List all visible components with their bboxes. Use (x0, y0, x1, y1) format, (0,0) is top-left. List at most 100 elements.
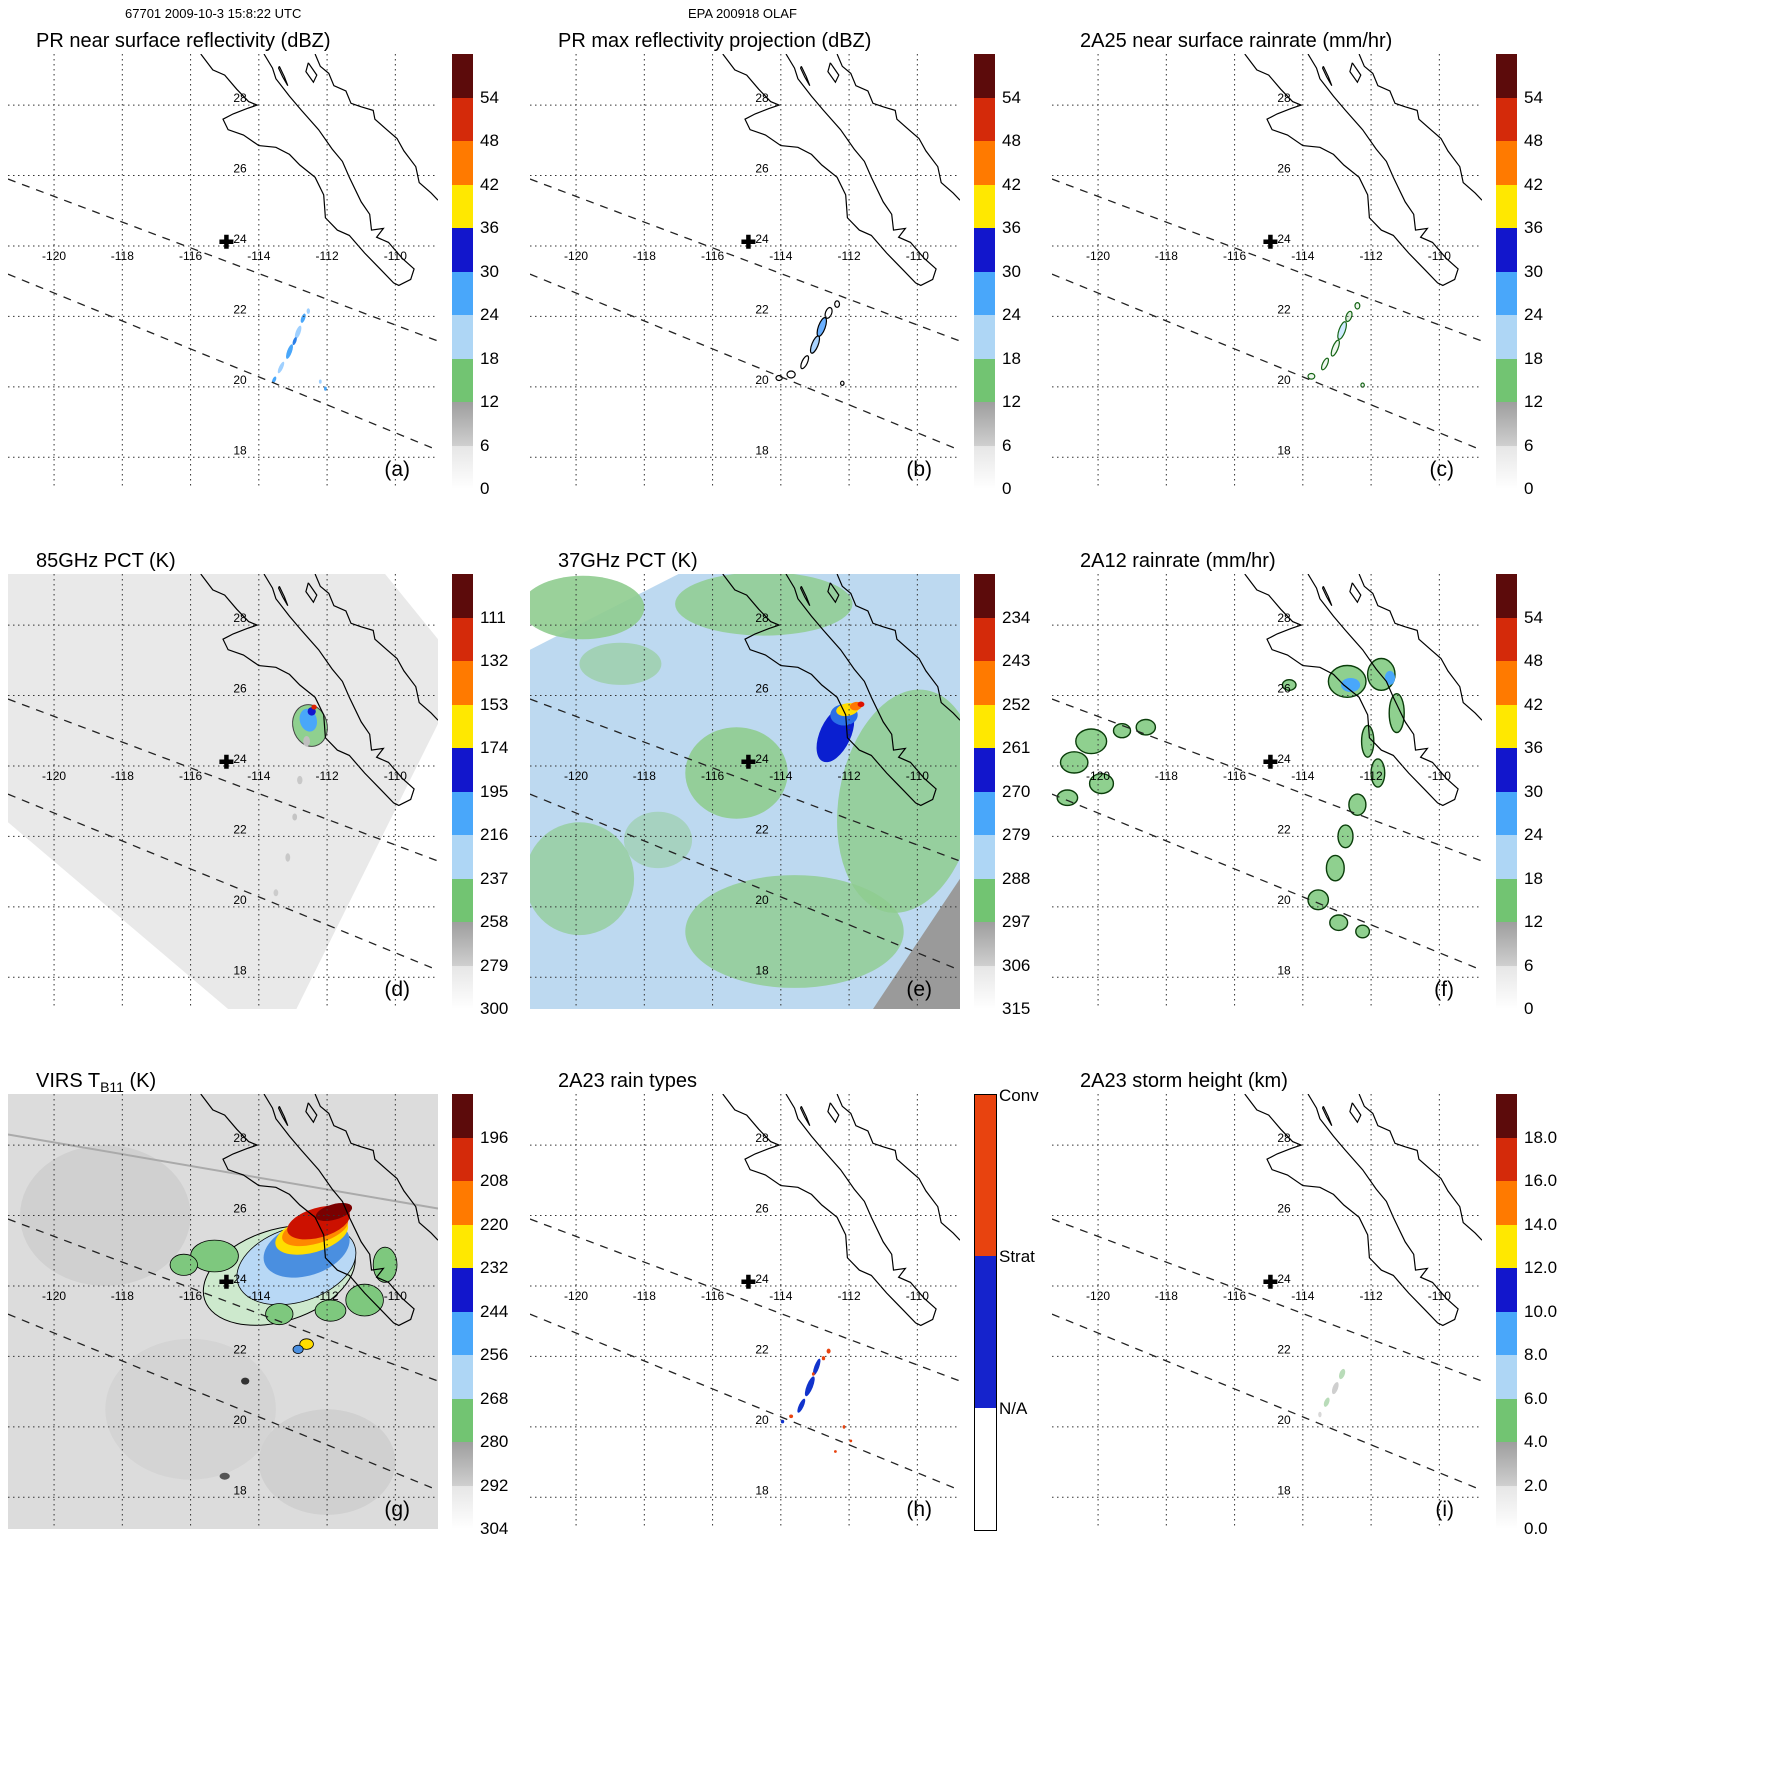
data-feature (1337, 321, 1347, 340)
data-feature (1320, 357, 1330, 371)
lat-label: 26 (755, 1202, 769, 1216)
colorbar-segment (974, 402, 995, 446)
colorbar-tick-label: 4.0 (1524, 1432, 1548, 1451)
panel-letter: (a) (384, 458, 410, 481)
colorbar-segment (452, 1485, 473, 1529)
colorbar-segment (452, 965, 473, 1009)
lon-label: -112 (316, 769, 339, 783)
data-feature (1323, 1397, 1330, 1407)
lon-label: -116 (1223, 769, 1246, 783)
lon-label: -112 (316, 1289, 339, 1303)
colorbar-tick-label: 279 (1002, 825, 1031, 844)
lat-label: 18 (755, 443, 769, 457)
panel-c: 2A25 near surface rainrate (mm/hr) 28 26 2… (1052, 18, 1574, 538)
colorbar-segment (1496, 54, 1517, 98)
data-feature (1325, 854, 1345, 882)
colorbar-tick-label: 256 (480, 1345, 509, 1364)
lat-label: 22 (233, 1342, 247, 1356)
colorbar-segment (452, 617, 473, 661)
colorbar-tick-label: 258 (480, 912, 509, 931)
colorbar-tick-label: 315 (1002, 999, 1031, 1018)
swath-edge-line (530, 698, 960, 862)
coastline (799, 66, 811, 87)
swath-edge-line (1052, 1313, 1482, 1491)
coastline (314, 54, 438, 201)
lat-label: 24 (755, 1272, 769, 1286)
lon-label: -114 (1291, 769, 1314, 783)
coastline (1321, 66, 1333, 87)
lat-label: 28 (233, 611, 247, 625)
data-feature (311, 704, 317, 710)
data-feature (834, 1450, 837, 1453)
colorbar-tick-label: 14.0 (1524, 1214, 1558, 1234)
lon-label: -110 (384, 769, 407, 783)
lat-label: 26 (755, 162, 769, 176)
coastline (836, 54, 960, 201)
lon-label: -120 (564, 249, 588, 263)
lat-label: 28 (755, 91, 769, 105)
map-37ghz-pct: 28 26 24 22 20 18 -120 -118 -116 -114 -112 -110 (e) (530, 574, 960, 1009)
data-feature (837, 689, 960, 913)
colorbar-tick-label: 30 (1002, 261, 1021, 281)
storm-center-marker (219, 234, 234, 249)
swath-edge-line (8, 793, 438, 971)
colorbar-tick-label: 237 (480, 868, 509, 888)
colorbar-segment (974, 617, 995, 661)
colorbar-segment (974, 965, 995, 1009)
lon-label: -118 (1155, 1289, 1178, 1303)
data-feature (1331, 1382, 1339, 1395)
colorbar-segment (452, 1137, 473, 1181)
colorbar-tick-label: 54 (1524, 87, 1543, 107)
lat-label: 28 (755, 611, 769, 625)
data-feature (1318, 1411, 1322, 1418)
colorbar-tick-label: 36 (1002, 218, 1021, 237)
colorbar-tick-label: 304 (480, 1519, 509, 1538)
colorbar-tick-label: 280 (480, 1432, 509, 1451)
lon-label: -120 (1086, 249, 1110, 263)
colorbar-segment (452, 141, 473, 185)
lon-label: -114 (247, 1289, 270, 1303)
lon-label: -120 (1086, 1289, 1110, 1303)
colorbar-segment (452, 661, 473, 705)
lon-label: -120 (42, 769, 66, 783)
panel-i: 2A23 storm height (km) 28 26 24 22 20 18 -120 -… (1052, 1058, 1574, 1578)
colorbar-segment (452, 748, 473, 792)
lat-label: 18 (233, 1483, 247, 1497)
data-feature (315, 1202, 353, 1222)
storm-center-marker (741, 754, 756, 769)
lat-label: 24 (755, 752, 769, 766)
colorbar-segment (1496, 704, 1517, 748)
lon-label: -110 (384, 249, 407, 263)
lon-label: -116 (1223, 249, 1246, 263)
coastline (314, 574, 438, 721)
lon-label: -114 (769, 1289, 792, 1303)
swath-edge-line (530, 793, 960, 971)
coastline (799, 586, 811, 607)
scanline (8, 1133, 438, 1210)
coastline (1349, 1102, 1362, 1124)
lat-label: 28 (1277, 611, 1291, 625)
colorbar-tick-label: 244 (480, 1301, 509, 1321)
data-feature (299, 1338, 314, 1350)
colorbar-segment (974, 791, 995, 835)
colorbar-tick-label: 6 (1524, 435, 1534, 455)
map-2a25-rainrate: 28 26 24 22 20 18 -120 -118 -116 -114 -112 -110 (c) (1052, 54, 1482, 489)
coastline (836, 1094, 960, 1241)
colorbar-segment (452, 1355, 473, 1399)
panel-h: 2A23 rain types 28 26 24 22 20 18 -120 -118 -116… (530, 1058, 1052, 1578)
panel-title: 2A12 rainrate (mm/hr) (1080, 550, 1276, 572)
lon-label: -116 (179, 249, 202, 263)
colorbar-segment (1496, 1442, 1517, 1486)
lon-label: -118 (633, 1289, 656, 1303)
lon-label: -116 (179, 1289, 202, 1303)
lon-label: -112 (1360, 249, 1383, 263)
lon-label: -120 (564, 1289, 588, 1303)
colorbar-segment (1496, 878, 1517, 922)
colorbar-segment (452, 445, 473, 489)
lon-label: -116 (179, 769, 202, 783)
swath-edge-line (1052, 178, 1482, 342)
lat-label: 24 (1277, 232, 1291, 246)
swath-edge-line (8, 178, 438, 342)
panel-title: 2A23 storm height (km) (1080, 1070, 1288, 1092)
colorbar-tick-label: 48 (480, 131, 499, 150)
